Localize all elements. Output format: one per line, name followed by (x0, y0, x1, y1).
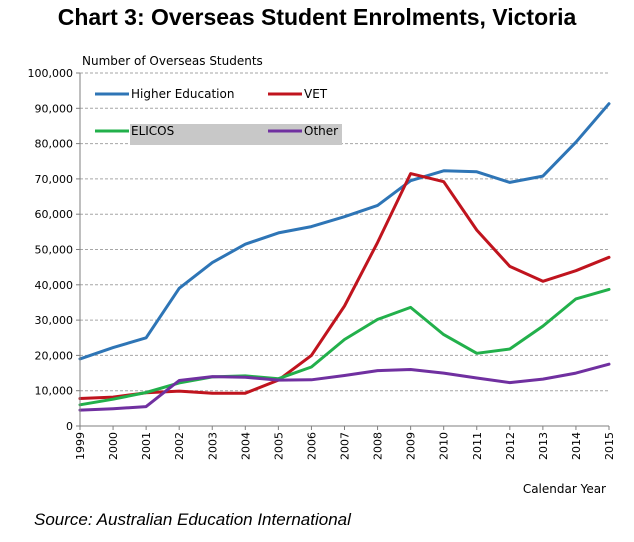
x-tick-label: 2007 (339, 432, 352, 460)
y-tick-label: 40,000 (35, 279, 74, 292)
chart-title: Chart 3: Overseas Student Enrolments, Vi… (57, 4, 577, 30)
x-tick-label: 2006 (305, 432, 318, 460)
x-tick-label: 2015 (603, 432, 616, 460)
x-tick-labels: 1999 2000 2001 2002 2003 2004 2005 2006 2007 2008… (74, 432, 616, 460)
x-tick-label: 2002 (173, 432, 186, 460)
x-tick-label: 2014 (570, 432, 583, 460)
legend-label: Other (304, 124, 338, 138)
y-tick-label: 70,000 (35, 173, 74, 186)
legend-label: Higher Education (131, 87, 234, 101)
y-tick-label: 100,000 (28, 67, 74, 80)
x-tick-label: 2004 (239, 432, 252, 460)
legend-label: VET (304, 87, 328, 101)
x-tick-label: 2011 (471, 432, 484, 460)
x-tick-label: 2009 (405, 432, 418, 460)
series-lines (78, 102, 611, 412)
y-tick-label: 10,000 (35, 385, 74, 398)
source-note: Source: Australian Education Internation… (34, 510, 351, 529)
x-tick-label: 2001 (140, 432, 153, 460)
x-tick-label: 2008 (372, 432, 385, 460)
y-axis-label: Number of Overseas Students (82, 54, 263, 68)
gridlines (80, 72, 609, 392)
y-tick-label: 20,000 (35, 349, 74, 362)
x-tick-label: 2000 (107, 432, 120, 460)
y-tick-label: 90,000 (35, 102, 74, 115)
y-tick-label: 80,000 (35, 138, 74, 151)
y-tick-label: 60,000 (35, 208, 74, 221)
legend-background (130, 124, 342, 145)
line-chart: Number of Overseas Students 0 10,000 20,00… (28, 54, 617, 496)
legend-highlight (130, 124, 342, 145)
y-tick-label: 50,000 (35, 244, 74, 257)
series-line-higher-education (78, 102, 611, 361)
x-tick-label: 2005 (272, 432, 285, 460)
x-tick-label: 2010 (438, 432, 451, 460)
x-tick-label: 1999 (74, 432, 87, 460)
x-tick-label: 2012 (504, 432, 517, 460)
y-tick-label: 0 (66, 420, 73, 433)
x-tick-label: 2013 (537, 432, 550, 460)
y-tick-labels: 0 10,000 20,000 30,000 40,000 50,000 60,000 70,… (28, 67, 74, 433)
legend: Higher Education VET ELICOS Other (95, 87, 338, 138)
series-line-elicos (78, 287, 611, 407)
series-line-other (78, 362, 611, 412)
axes (76, 72, 610, 430)
x-axis-label: Calendar Year (523, 482, 606, 496)
x-tick-label: 2003 (206, 432, 219, 460)
y-tick-label: 30,000 (35, 314, 74, 327)
series-line-vet (78, 172, 611, 400)
legend-label: ELICOS (131, 124, 174, 138)
